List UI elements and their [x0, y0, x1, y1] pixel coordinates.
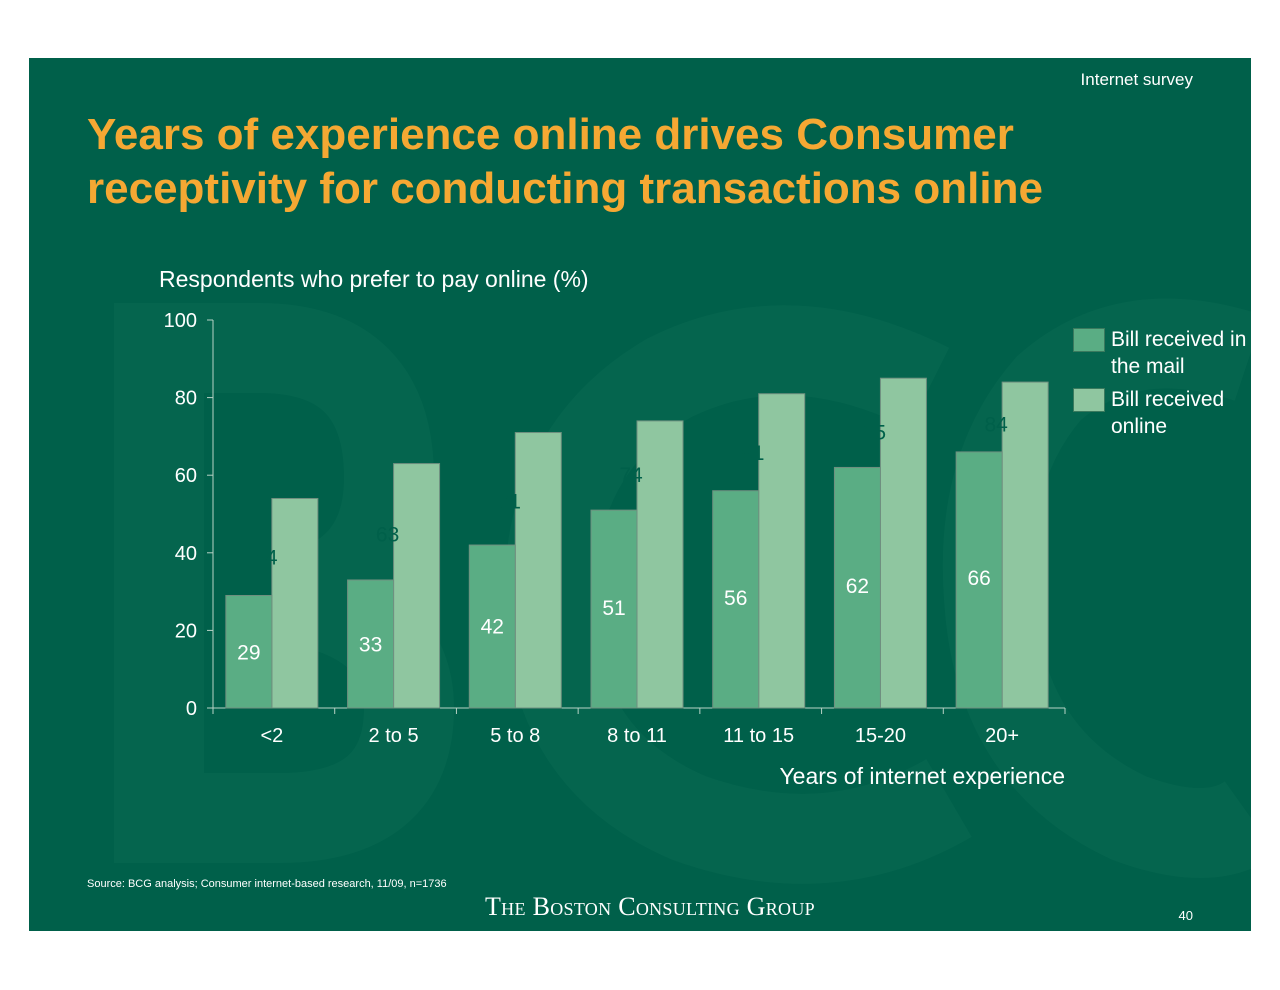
data-label-mail: 42: [481, 615, 504, 638]
data-label-online: 71: [498, 490, 521, 513]
legend: Bill received in the mail Bill received …: [1073, 326, 1251, 446]
legend-item-mail: Bill received in the mail: [1073, 326, 1251, 380]
bar-online: [1001, 381, 1049, 709]
y-tick-label: 40: [175, 543, 197, 565]
data-label-online: 54: [254, 547, 278, 570]
data-label-mail: 66: [967, 567, 990, 590]
bar-online: [879, 377, 927, 709]
bar-online: [636, 420, 684, 709]
y-tick-label: 100: [164, 310, 197, 332]
survey-tag: Internet survey: [1080, 70, 1193, 89]
bar-mail: [347, 579, 395, 709]
legend-swatch-online: [1073, 388, 1105, 412]
bar-mail: [833, 466, 881, 709]
bar-online: [393, 463, 441, 709]
bar-online: [514, 432, 562, 709]
bar-mail: [955, 451, 1003, 709]
y-tick-label: 20: [175, 620, 197, 642]
data-label-online: 74: [619, 464, 643, 487]
x-tick-label: 2 to 5: [369, 725, 419, 747]
source-note: Source: BCG analysis; Consumer internet-…: [87, 878, 447, 890]
data-label-mail: 56: [724, 587, 747, 610]
x-axis-title: Years of internet experience: [779, 763, 1065, 789]
x-tick-label: 8 to 11: [607, 725, 667, 747]
legend-label-mail: Bill received in the mail: [1111, 328, 1247, 378]
data-label-mail: 29: [237, 641, 260, 664]
data-label-online: 63: [376, 524, 399, 547]
data-label-online: 85: [863, 422, 886, 445]
slide-title: Years of experience online drives Consum…: [87, 110, 1043, 213]
bar-mail: [468, 544, 516, 709]
x-tick-label: 15-20: [855, 725, 906, 747]
data-label-online: 84: [984, 413, 1008, 436]
bar-mail: [712, 490, 760, 709]
bar-online: [758, 393, 806, 709]
y-tick-label: 80: [175, 388, 197, 410]
bar-online: [271, 497, 319, 709]
bar-mail: [590, 509, 638, 709]
x-tick-label: 11 to 15: [723, 725, 794, 747]
data-label-mail: 62: [846, 575, 869, 598]
y-tick-label: 0: [186, 698, 197, 720]
data-label-online: 81: [741, 442, 764, 465]
y-axis-title: Respondents who prefer to pay online (%): [159, 266, 589, 292]
legend-swatch-mail: [1073, 328, 1105, 352]
data-label-mail: 33: [359, 633, 382, 656]
bar-chart: 0 20 40 60 80 100 54 29 <2 63 33 2 to 5 71 42 5 to 8 74…: [164, 310, 1066, 789]
y-tick-label: 60: [175, 465, 197, 487]
page-number: 40: [1178, 908, 1193, 923]
legend-item-online: Bill received online: [1073, 386, 1251, 440]
legend-label-online: Bill received online: [1111, 388, 1225, 438]
data-label-mail: 51: [602, 597, 625, 620]
bar-mail: [225, 594, 273, 709]
x-tick-label: 20+: [985, 725, 1019, 747]
company-logo: The Boston Consulting Group: [485, 892, 815, 921]
slide: Internet survey Years of experience onli…: [29, 58, 1251, 931]
x-tick-label: <2: [260, 725, 283, 747]
x-tick-label: 5 to 8: [490, 725, 540, 747]
